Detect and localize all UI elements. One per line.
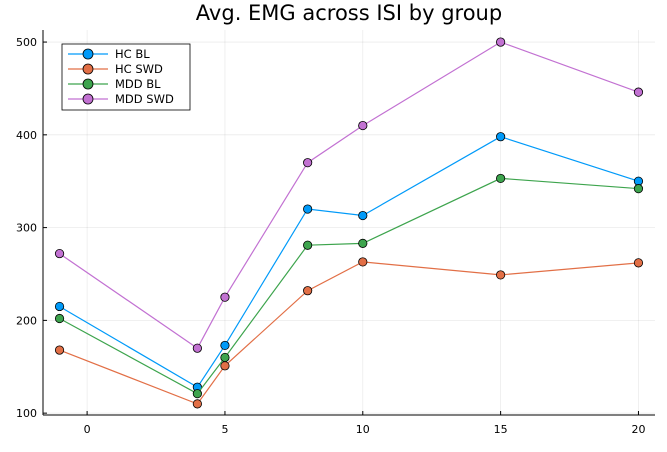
series-line-mdd-bl: [59, 177, 639, 395]
legend-swatch-marker: [82, 48, 94, 60]
data-point-mdd-bl: [633, 184, 644, 194]
data-point-mdd-bl: [54, 313, 65, 324]
legend-swatch-marker: [82, 93, 94, 105]
series-line-hc-swd: [59, 261, 639, 405]
data-point-hc-bl: [358, 210, 368, 221]
data-point-mdd-swd: [496, 37, 506, 47]
legend-label: HC BL: [115, 47, 150, 61]
series-group: [54, 37, 644, 409]
legend-label: HC SWD: [115, 62, 163, 76]
data-point-mdd-swd: [358, 120, 368, 131]
data-point-hc-bl: [303, 204, 313, 214]
data-point-hc-bl: [496, 132, 506, 142]
x-tick-label: 15: [494, 423, 508, 436]
data-point-mdd-swd: [303, 158, 313, 168]
x-tick-label: 10: [356, 423, 370, 436]
data-point-hc-swd: [54, 345, 65, 355]
y-tick-label: 300: [16, 222, 37, 235]
x-tick-label: 20: [631, 423, 645, 436]
data-point-mdd-bl: [496, 173, 506, 184]
data-point-hc-bl: [54, 301, 65, 312]
data-point-hc-swd: [496, 270, 506, 280]
x-tick-label: 0: [84, 423, 91, 436]
y-tick-label: 200: [16, 314, 37, 327]
series-line-hc-bl: [59, 136, 639, 389]
legend-swatch-marker: [82, 63, 94, 75]
data-point-hc-bl: [220, 340, 230, 351]
data-point-hc-swd: [358, 257, 368, 267]
legend-label: MDD BL: [115, 77, 161, 91]
data-point-hc-swd: [633, 258, 644, 268]
data-point-mdd-bl: [303, 240, 313, 250]
y-tick-label: 500: [16, 36, 37, 49]
legend-swatch-marker: [82, 78, 94, 90]
data-point-hc-swd: [192, 399, 202, 409]
data-point-mdd-bl: [220, 352, 230, 363]
data-point-hc-swd: [303, 286, 313, 296]
data-point-mdd-swd: [220, 292, 230, 302]
x-tick-label: 5: [221, 423, 228, 436]
data-point-mdd-swd: [633, 87, 644, 97]
data-point-mdd-swd: [192, 343, 202, 353]
y-tick-label: 400: [16, 129, 37, 142]
data-point-mdd-bl: [192, 389, 202, 399]
data-point-mdd-swd: [54, 248, 65, 259]
data-point-hc-swd: [220, 361, 230, 371]
data-point-mdd-bl: [358, 238, 368, 248]
legend-label: MDD SWD: [115, 92, 174, 106]
chart-title: Avg. EMG across ISI by group: [196, 1, 502, 25]
y-tick-label: 100: [16, 407, 37, 420]
axes: 0 5 10 15 20 100 200 300 400 500: [16, 30, 655, 436]
